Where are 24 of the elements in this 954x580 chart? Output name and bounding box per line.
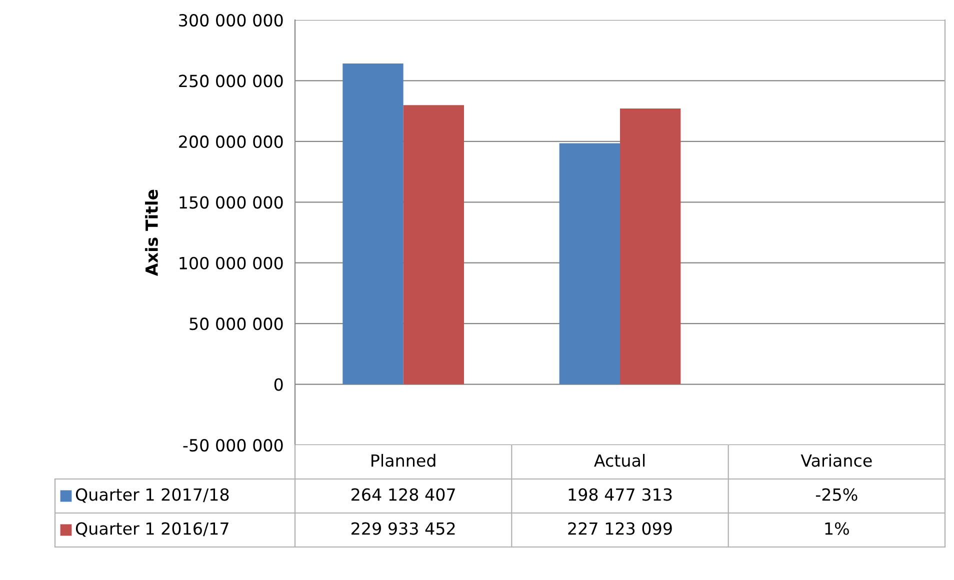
data-label: 227 123 099 — [568, 522, 672, 535]
data-label: -25% — [816, 488, 858, 501]
legend-label: Quarter 1 2016/17 — [76, 522, 228, 537]
x-tick-label: Planned — [372, 454, 436, 467]
data-label: 264 128 407 — [352, 488, 455, 501]
data-label: 1% — [825, 522, 849, 535]
y-tick-label: 300 000 000 — [179, 14, 283, 27]
bar — [403, 105, 464, 384]
data-label: 198 477 313 — [568, 488, 672, 501]
x-tick-label: Actual — [594, 454, 645, 467]
y-tick-label: 50 000 000 — [190, 318, 283, 330]
y-tick-label: -50 000 000 — [183, 438, 283, 452]
bar — [559, 143, 620, 384]
y-tick-label: 150 000 000 — [180, 196, 283, 209]
bar — [620, 108, 681, 384]
x-tick-label: Variance — [800, 454, 872, 467]
bar — [342, 64, 404, 384]
data-label: 229 933 452 — [352, 522, 455, 535]
y-tick-label: 200 000 000 — [179, 135, 283, 148]
y-tick-label: 100 000 000 — [180, 256, 283, 270]
y-tick-label: 0 — [274, 378, 283, 391]
y-axis-title: Axis Title — [145, 190, 158, 276]
legend-label: Quarter 1 2017/18 — [76, 488, 229, 503]
y-tick-label: 250 000 000 — [179, 74, 283, 88]
